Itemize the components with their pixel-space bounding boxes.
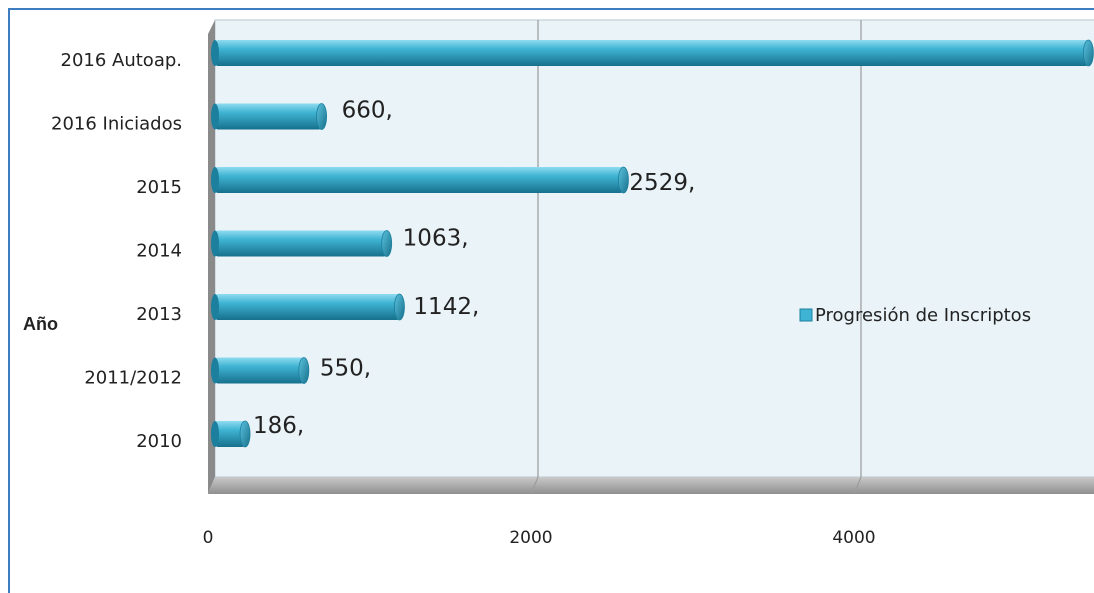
data-label: 2529, [629, 170, 695, 196]
gridlines [530, 20, 862, 495]
legend: Progresión de Inscriptos [799, 305, 1031, 326]
bars [211, 39, 1094, 448]
bar-cap [239, 420, 251, 448]
data-label: 186, [253, 413, 304, 439]
x-tick-label: 4000 [832, 528, 875, 548]
data-label: 550, [320, 356, 371, 382]
category-label: 2014 [136, 241, 182, 262]
bar-cap [618, 166, 629, 194]
bar-start-cap [211, 294, 219, 320]
bar-body [215, 103, 322, 130]
bar [211, 230, 393, 257]
category-label: 2016 Autoap. [61, 50, 183, 71]
x-tick-label: 0 [203, 528, 214, 548]
bar-body [215, 230, 387, 257]
category-labels: 2016 Autoap. 2016 Iniciados 2015 2014 2013 20… [51, 50, 182, 452]
bar-body [215, 294, 400, 320]
bar [211, 166, 629, 194]
bar-start-cap [211, 230, 219, 257]
bar-start-cap [211, 40, 219, 66]
bar-start-cap [211, 167, 219, 193]
bar-cap [1082, 39, 1094, 67]
bar-start-cap [211, 357, 219, 384]
legend-swatch [799, 308, 813, 322]
bar-cap [381, 230, 393, 257]
category-label: 2015 [136, 177, 182, 198]
y-axis-title: Año [23, 314, 58, 334]
bar-body [215, 167, 624, 193]
x-tick-label: 2000 [509, 528, 552, 548]
bar [211, 357, 310, 384]
gridline-floor [530, 476, 539, 495]
bar-body [215, 421, 246, 447]
data-labels: 5408,660,2529,1063,1142,550,186, [253, 98, 695, 440]
bar [211, 420, 251, 448]
x-axis-ticks: 0200040006000 [203, 528, 876, 548]
data-label: 1142, [413, 294, 479, 320]
category-label: 2016 Iniciados [51, 114, 182, 135]
category-label: 2011/2012 [84, 368, 182, 389]
bar-body [215, 40, 1089, 66]
bar-body [215, 357, 304, 384]
bar [211, 293, 405, 321]
bar [211, 103, 327, 130]
category-label: 2010 [136, 431, 182, 452]
data-label: 660, [342, 98, 393, 124]
plot-floor [208, 477, 1094, 494]
bar [211, 39, 1094, 67]
bar-start-cap [211, 421, 219, 447]
data-label: 1063, [403, 226, 469, 252]
bar-start-cap [211, 103, 219, 130]
bar-cap [316, 103, 327, 130]
gridline-floor [853, 476, 862, 495]
plot-area [208, 19, 1094, 495]
bar-cap [394, 293, 405, 321]
bar-cap [298, 357, 310, 384]
category-label: 2013 [136, 304, 182, 325]
legend-label: Progresión de Inscriptos [815, 305, 1031, 326]
